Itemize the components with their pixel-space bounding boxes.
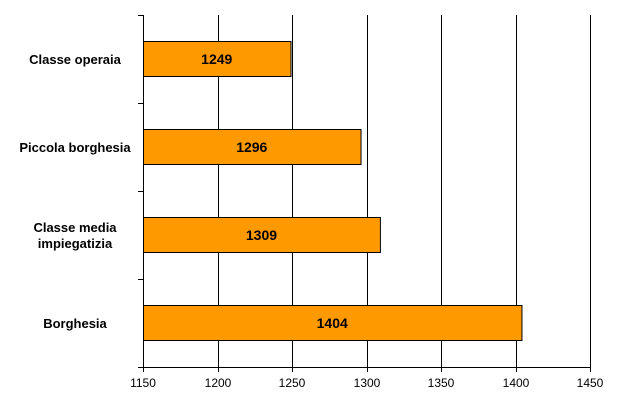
data-label: 1309 <box>246 227 277 243</box>
x-tick-label: 1350 <box>428 376 455 390</box>
category-label: Classe operaia <box>29 52 122 67</box>
x-tick-label: 1300 <box>354 376 381 390</box>
category-label-line: impiegatizia <box>38 236 113 251</box>
bar <box>143 41 292 77</box>
category-label: Piccola borghesia <box>19 140 131 155</box>
category-label-line: Classe operaia <box>29 52 122 67</box>
bars <box>143 41 523 341</box>
x-tick-label: 1200 <box>205 376 232 390</box>
x-tick-label: 1450 <box>577 376 604 390</box>
category-label-line: Piccola borghesia <box>19 140 131 155</box>
labels: 1150 1200 1250 1300 1350 1400 1450 1249 Classe o… <box>19 51 603 390</box>
category-label-line: Borghesia <box>43 316 107 331</box>
category-label: Classe media impiegatizia <box>33 220 117 251</box>
axes <box>138 15 591 372</box>
data-label: 1249 <box>201 51 232 67</box>
data-label: 1404 <box>317 315 348 331</box>
x-tick-label: 1400 <box>503 376 530 390</box>
category-label: Borghesia <box>43 316 107 331</box>
x-tick-label: 1250 <box>279 376 306 390</box>
data-label: 1296 <box>236 139 267 155</box>
x-tick-label: 1150 <box>130 376 156 390</box>
category-label-line: Classe media <box>33 220 117 235</box>
bar <box>143 217 381 253</box>
bar <box>143 305 523 341</box>
